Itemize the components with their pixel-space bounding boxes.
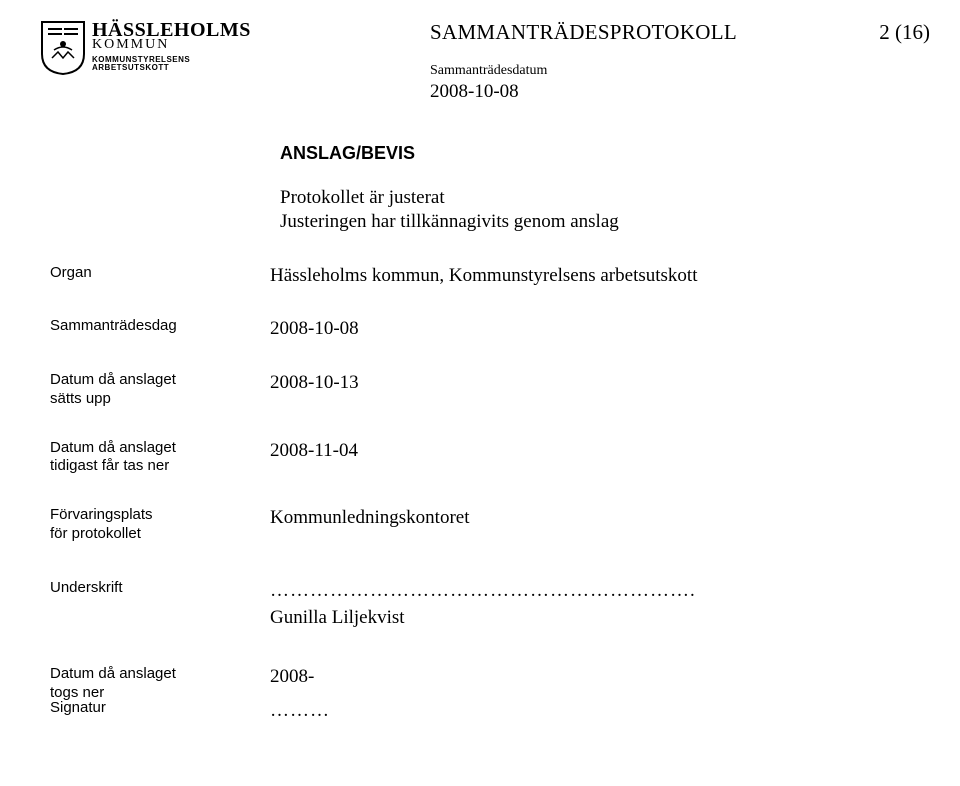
value-sammantradesdag: 2008-10-08 (270, 317, 359, 341)
row-signatory-name: Gunilla Liljekvist (40, 606, 880, 630)
bottom-rows: Datum då anslaget togs ner 2008- Signatu… (40, 665, 880, 722)
value-satts-upp: 2008-10-13 (270, 371, 359, 395)
label-togs-ner-l1: Datum då anslaget (50, 665, 176, 682)
row-togs-ner: Datum då anslaget togs ner 2008- (40, 665, 880, 703)
logo-sub2: ARBETSUTSKOTT (92, 64, 251, 72)
value-forvaringsplats: Kommunledningskontoret (270, 506, 469, 530)
row-sammantradesdag: Sammanträdesdag 2008-10-08 (40, 317, 880, 341)
logo-line2: KOMMUN (92, 38, 251, 52)
label-tidigast-l1: Datum då anslaget (50, 439, 176, 456)
signature-dotted-line: ………………………………………………………. (270, 579, 696, 603)
anslag-line2: Justeringen har tillkännagivits genom an… (280, 210, 880, 234)
row-forvaringsplats: Förvaringsplats för protokollet Kommunle… (40, 506, 880, 544)
label-forvaringsplats-l1: Förvaringsplats (50, 506, 153, 523)
header-right: SAMMANTRÄDESPROTOKOLL 2 (16) Sammanträde… (320, 20, 880, 103)
row-satts-upp: Datum då anslaget sätts upp 2008-10-13 (40, 371, 880, 409)
label-forvaringsplats: Förvaringsplats för protokollet (40, 506, 270, 544)
row-signatur: Signatur ……… (40, 699, 880, 723)
label-satts-upp: Datum då anslaget sätts upp (40, 371, 270, 409)
label-togs-ner: Datum då anslaget togs ner (40, 665, 270, 703)
anslag-block: ANSLAG/BEVIS Protokollet är justerat Jus… (280, 143, 880, 234)
value-signatur: ……… (270, 699, 330, 723)
document-title: SAMMANTRÄDESPROTOKOLL (430, 20, 880, 45)
value-togs-ner: 2008- (270, 665, 314, 689)
label-underskrift: Underskrift (40, 579, 270, 598)
label-tidigast: Datum då anslaget tidigast får tas ner (40, 439, 270, 477)
label-signatur: Signatur (40, 699, 270, 718)
logo-block: HÄSSLEHOLMS KOMMUN KOMMUNSTYRELSENS ARBE… (40, 20, 310, 76)
label-sammantradesdag: Sammanträdesdag (40, 317, 270, 336)
row-tidigast: Datum då anslaget tidigast får tas ner 2… (40, 439, 880, 477)
header: HÄSSLEHOLMS KOMMUN KOMMUNSTYRELSENS ARBE… (40, 20, 880, 103)
row-organ: Organ Hässleholms kommun, Kommunstyrelse… (40, 264, 880, 288)
meeting-date-label: Sammanträdesdatum (430, 63, 880, 79)
meeting-date-value: 2008-10-08 (430, 81, 880, 103)
label-organ: Organ (40, 264, 270, 283)
row-underskrift: Underskrift ………………………………………………………. (40, 579, 880, 603)
info-rows: Organ Hässleholms kommun, Kommunstyrelse… (40, 264, 880, 723)
anslag-title: ANSLAG/BEVIS (280, 143, 880, 164)
signatory-name: Gunilla Liljekvist (270, 606, 405, 630)
signature-block: Underskrift ………………………………………………………. Gunil… (40, 579, 880, 631)
anslag-line1: Protokollet är justerat (280, 186, 880, 210)
crest-icon (40, 20, 86, 76)
page: HÄSSLEHOLMS KOMMUN KOMMUNSTYRELSENS ARBE… (0, 0, 960, 786)
page-number: 2 (16) (879, 20, 930, 45)
value-tidigast: 2008-11-04 (270, 439, 358, 463)
logo-text: HÄSSLEHOLMS KOMMUN KOMMUNSTYRELSENS ARBE… (92, 20, 251, 72)
value-organ: Hässleholms kommun, Kommunstyrelsens arb… (270, 264, 697, 288)
label-satts-upp-l2: sätts upp (50, 390, 111, 407)
label-tidigast-l2: tidigast får tas ner (50, 457, 169, 474)
label-satts-upp-l1: Datum då anslaget (50, 371, 176, 388)
label-forvaringsplats-l2: för protokollet (50, 525, 141, 542)
